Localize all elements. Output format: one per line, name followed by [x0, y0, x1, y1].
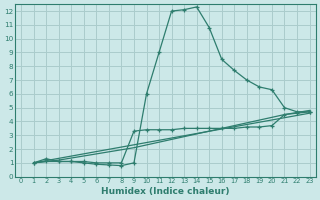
X-axis label: Humidex (Indice chaleur): Humidex (Indice chaleur)	[101, 187, 229, 196]
